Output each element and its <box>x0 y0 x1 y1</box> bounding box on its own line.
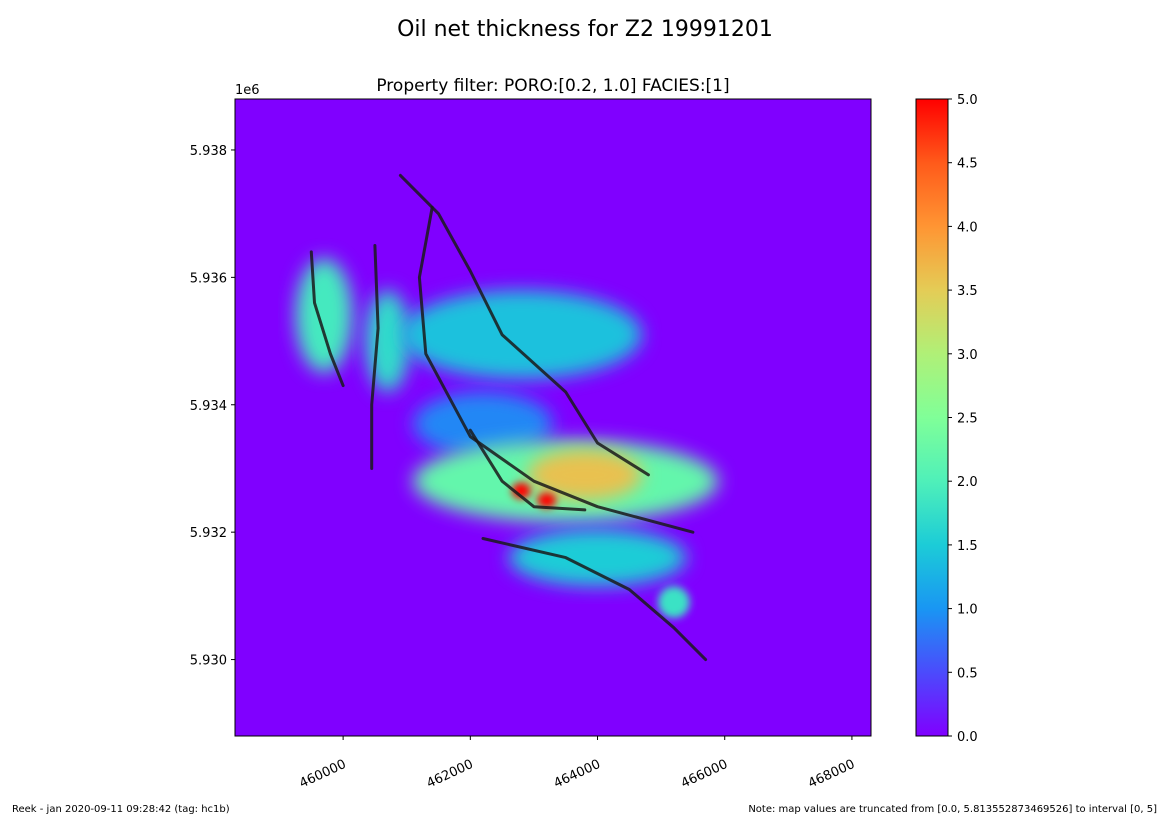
colorbar-tick-label: 4.5 <box>957 157 978 172</box>
x-tick-label: 464000 <box>552 757 603 792</box>
axes-title: Property filter: PORO:[0.2, 1.0] FACIES:… <box>376 76 729 96</box>
y-tick-label: 5.936 <box>190 271 227 286</box>
fault-lines <box>309 173 708 662</box>
colorbar-tick-label: 2.5 <box>957 412 978 427</box>
figure-title: Oil net thickness for Z2 19991201 <box>397 17 773 42</box>
fault-line-1 <box>309 250 345 388</box>
x-tick-label: 460000 <box>297 757 348 792</box>
thickness-region-3 <box>400 290 643 380</box>
thickness-regions <box>295 258 719 619</box>
thickness-region-10 <box>657 586 690 619</box>
colorbar-tick-label: 0.0 <box>957 730 978 745</box>
fault-line-5 <box>468 428 587 512</box>
colorbar-tick-label: 3.5 <box>957 284 978 299</box>
y-tick-label: 5.938 <box>190 144 227 159</box>
colorbar-tick-label: 5.0 <box>957 93 978 108</box>
thickness-region-6 <box>527 449 643 501</box>
fault-line-6 <box>481 537 708 662</box>
y-tick-label: 5.932 <box>190 526 227 541</box>
colorbar-tick-label: 1.0 <box>957 603 978 618</box>
x-tick-label: 466000 <box>679 757 730 792</box>
colorbar-ticks: 0.0 0.5 1.0 1.5 2.0 2.5 3.0 3.5 4.0 4.5 5.0 <box>948 93 978 745</box>
map-background <box>235 99 871 736</box>
x-tick-label: 462000 <box>424 757 475 792</box>
colorbar: 0.0 0.5 1.0 1.5 2.0 2.5 3.0 3.5 4.0 4.5 5.0 <box>915 93 978 745</box>
footer-left: Reek - jan 2020-09-11 09:28:42 (tag: hc1… <box>12 804 230 815</box>
colorbar-tick-label: 3.0 <box>957 348 978 363</box>
y-offset-label: 1e6 <box>235 83 260 98</box>
fault-line-4 <box>417 205 695 534</box>
thickness-region-4 <box>413 392 553 456</box>
thickness-region-9 <box>508 528 687 587</box>
colorbar-tick-label: 1.5 <box>957 539 978 554</box>
thickness-map <box>235 99 871 736</box>
colorbar-tick-label: 0.5 <box>957 666 978 681</box>
colorbar-tick-label: 4.0 <box>957 220 978 235</box>
thickness-region-8 <box>537 492 557 508</box>
x-tick-label: 468000 <box>806 757 857 792</box>
y-tick-label: 5.934 <box>190 399 227 414</box>
x-axis: 460000 462000 464000 466000 468000 <box>297 736 857 792</box>
fault-line-2 <box>370 244 380 470</box>
colorbar-tick-label: 2.0 <box>957 475 978 490</box>
y-tick-label: 5.930 <box>190 654 227 669</box>
fault-line-3 <box>398 173 650 477</box>
footer-right: Note: map values are truncated from [0.0… <box>748 804 1157 815</box>
colorbar-gradient <box>915 98 949 737</box>
thickness-region-1 <box>295 258 353 373</box>
thickness-region-7 <box>511 482 531 500</box>
y-axis: 5.930 5.932 5.934 5.936 5.938 <box>190 144 235 669</box>
plot-frame <box>234 98 872 737</box>
